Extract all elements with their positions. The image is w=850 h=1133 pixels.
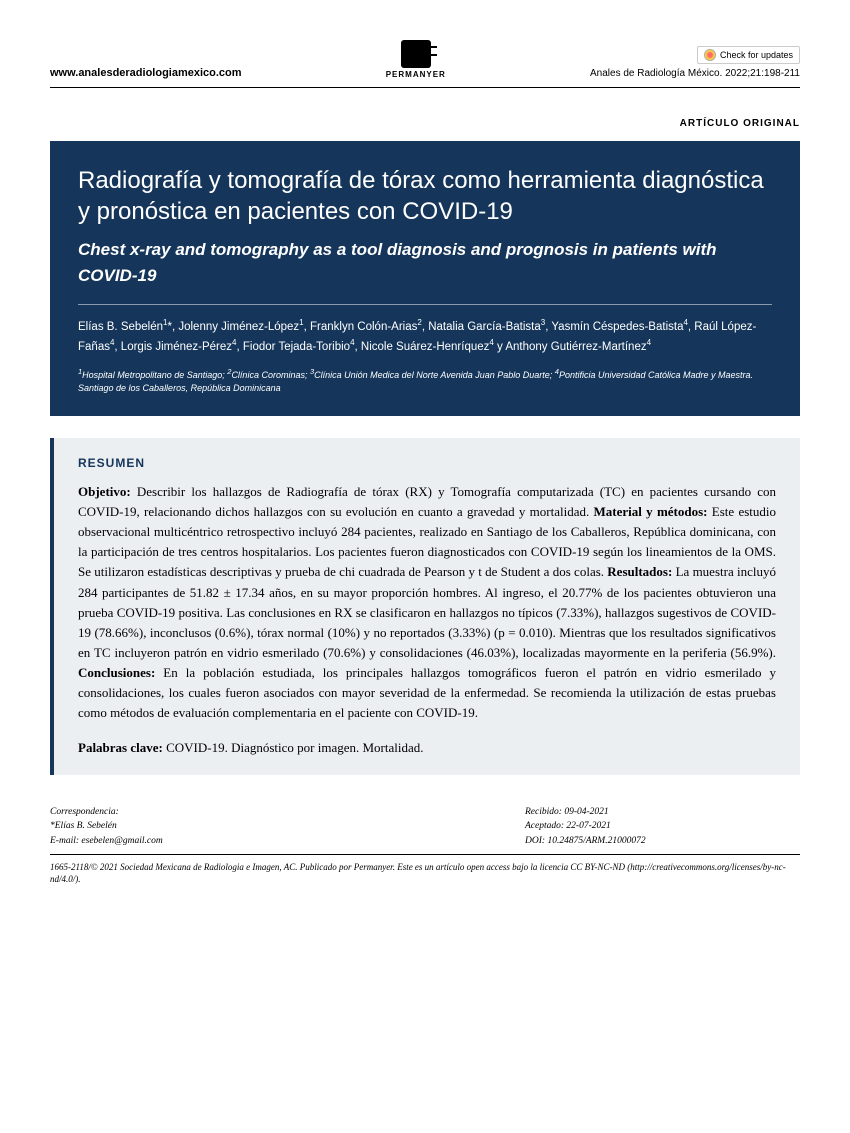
- abstract-block: RESUMEN Objetivo: Describir los hallazgo…: [50, 438, 800, 775]
- check-updates-button[interactable]: Check for updates: [697, 46, 800, 64]
- check-updates-label: Check for updates: [720, 50, 793, 60]
- accepted-label: Aceptado:: [525, 821, 564, 831]
- affiliations: 1Hospital Metropolitano de Santiago; 2Cl…: [78, 366, 772, 396]
- title-divider: [78, 304, 772, 305]
- received-label: Recibido:: [525, 807, 562, 817]
- keywords-text: COVID-19. Diagnóstico por imagen. Mortal…: [166, 740, 423, 755]
- article-subtitle: Chest x-ray and tomography as a tool dia…: [78, 237, 772, 288]
- received-date: 09-04-2021: [564, 807, 608, 817]
- correspondent-name: *Elías B. Sebelén: [50, 819, 325, 833]
- article-title: Radiografía y tomografía de tórax como h…: [78, 165, 772, 227]
- keywords: Palabras clave: COVID-19. Diagnóstico po…: [78, 738, 776, 758]
- citation-text: Anales de Radiología México. 2022;21:198…: [590, 68, 800, 79]
- dates-col: Recibido: 09-04-2021 Aceptado: 22-07-202…: [325, 805, 800, 848]
- email-label: E-mail:: [50, 836, 79, 846]
- header-row: www.analesderadiologiamexico.com PERMANY…: [50, 40, 800, 79]
- article-type: ARTÍCULO ORIGINAL: [50, 118, 800, 129]
- abstract-heading: RESUMEN: [78, 456, 776, 470]
- doi-label: DOI:: [525, 836, 545, 846]
- accepted-date: 22-07-2021: [566, 821, 610, 831]
- publisher-logo-block: PERMANYER: [386, 40, 446, 79]
- abstract-body: Objetivo: Describir los hallazgos de Rad…: [78, 482, 776, 724]
- authors-list: Elías B. Sebelén1*, Jolenny Jiménez-Lópe…: [78, 317, 772, 355]
- header-right: Check for updates Anales de Radiología M…: [590, 46, 800, 79]
- correspondence-col: Correspondencia: *Elías B. Sebelén E-mai…: [50, 805, 325, 848]
- keywords-label: Palabras clave:: [78, 740, 163, 755]
- permanyer-logo-icon: [401, 40, 431, 68]
- header-divider: [50, 87, 800, 88]
- publisher-label: PERMANYER: [386, 70, 446, 79]
- email-value[interactable]: esebelen@gmail.com: [81, 836, 162, 846]
- correspondence-label: Correspondencia:: [50, 805, 325, 819]
- license-text: 1665-2118/© 2021 Sociedad Mexicana de Ra…: [50, 854, 800, 886]
- title-block: Radiografía y tomografía de tórax como h…: [50, 141, 800, 416]
- website-url[interactable]: www.analesderadiologiamexico.com: [50, 67, 242, 79]
- crossmark-icon: [704, 49, 716, 61]
- footer-meta: Correspondencia: *Elías B. Sebelén E-mai…: [50, 805, 800, 848]
- doi-value[interactable]: 10.24875/ARM.21000072: [547, 836, 645, 846]
